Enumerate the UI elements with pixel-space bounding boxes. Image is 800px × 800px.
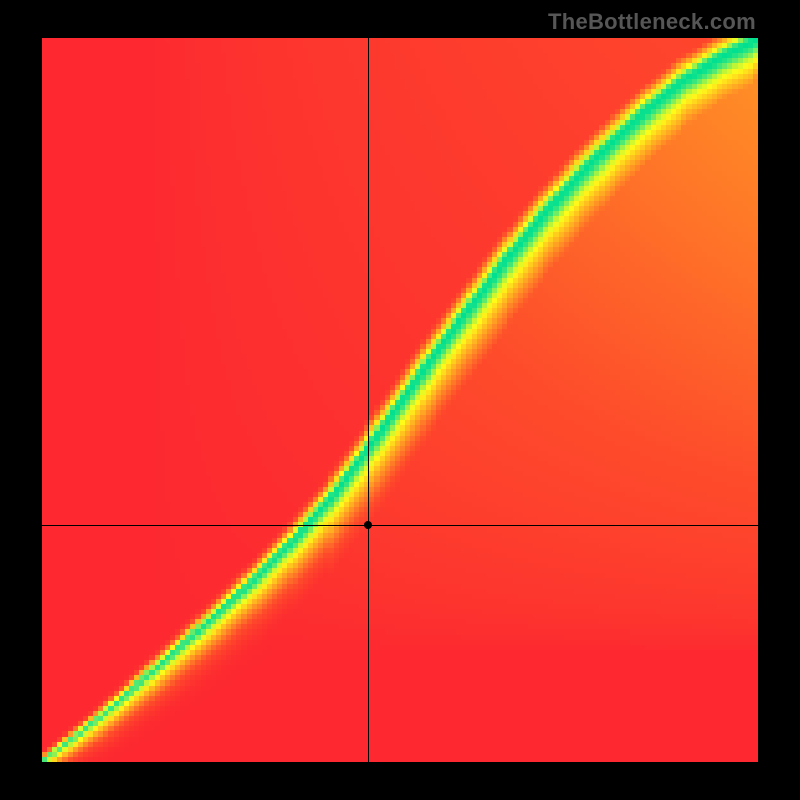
bottleneck-heatmap <box>42 38 758 762</box>
watermark-text: TheBottleneck.com <box>548 9 756 35</box>
crosshair-vertical <box>368 38 369 762</box>
crosshair-horizontal <box>42 525 758 526</box>
